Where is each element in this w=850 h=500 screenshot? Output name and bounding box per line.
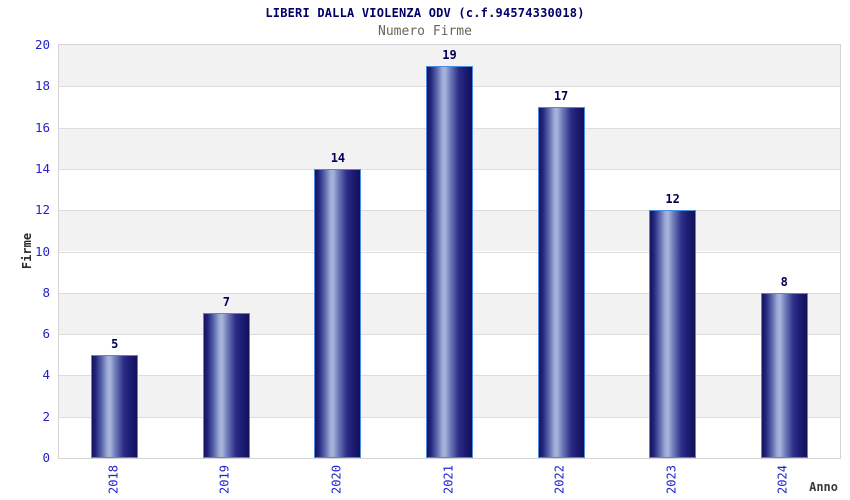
bar-value-label: 5 [111, 336, 119, 351]
y-tick-label: 16 [34, 119, 50, 135]
y-tick-label: 10 [34, 243, 50, 259]
y-tick-label: 0 [42, 450, 50, 465]
plot-area: 5 7 14 19 17 12 8 [58, 44, 841, 459]
x-axis-title: Anno [809, 480, 838, 494]
y-tick-label: 6 [42, 326, 50, 342]
y-tick-label: 8 [42, 284, 50, 300]
y-tick-label: 2 [42, 408, 50, 424]
chart-title: LIBERI DALLA VIOLENZA ODV (c.f.945743300… [265, 6, 585, 20]
bar-value-label: 8 [780, 274, 788, 289]
y-tick-label: 20 [34, 37, 50, 52]
y-tick-label: 14 [34, 160, 50, 176]
bar-value-label: 7 [222, 295, 230, 310]
bar-value-label: 17 [553, 88, 569, 103]
bar-2021 [426, 65, 473, 458]
bar-value-label: 19 [442, 47, 457, 62]
bar-2018 [91, 354, 139, 458]
bar-2024 [760, 292, 808, 458]
bar-2023 [649, 210, 697, 458]
y-tick-label: 18 [34, 78, 50, 94]
chart-subtitle: Numero Firme [378, 24, 472, 39]
x-tick-label: 2022 [552, 465, 567, 494]
x-tick-label: 2021 [441, 465, 455, 494]
bar-2020 [314, 168, 362, 458]
bar-2022 [537, 106, 585, 458]
x-tick-label: 2023 [664, 465, 679, 494]
x-tick-label: 2020 [329, 465, 344, 494]
x-tick-label: 2019 [217, 465, 232, 494]
bar-value-label: 12 [665, 192, 680, 207]
y-tick-label: 12 [34, 202, 50, 218]
bar-2019 [202, 313, 250, 458]
y-tick-label: 4 [42, 367, 50, 383]
x-tick-label: 2024 [775, 465, 790, 494]
y-axis-title: Firme [20, 232, 34, 269]
bar-value-label: 14 [330, 150, 346, 165]
x-tick-label: 2018 [106, 465, 121, 494]
